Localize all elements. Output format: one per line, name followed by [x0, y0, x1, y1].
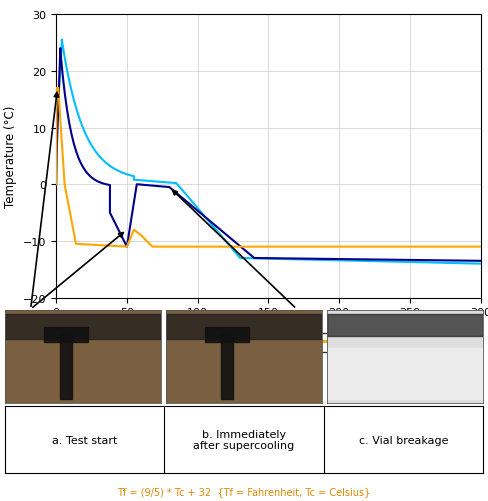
Bar: [60, 335, 72, 399]
X-axis label: Time (min): Time (min): [236, 323, 301, 336]
Text: Tf = (9/5) * Tc + 32  {Tf = Fahrenheit, Tc = Celsius}: Tf = (9/5) * Tc + 32 {Tf = Fahrenheit, T…: [117, 486, 371, 496]
Bar: [5, 315, 161, 340]
Text: c. Vial breakage: c. Vial breakage: [359, 435, 448, 444]
Legend: Top, Bottom, Air: Top, Bottom, Air: [209, 333, 356, 352]
Text: b. Immediately
after supercooling: b. Immediately after supercooling: [193, 429, 295, 450]
Bar: [221, 335, 233, 399]
Bar: [327, 349, 483, 399]
Text: a. Test start: a. Test start: [52, 435, 117, 444]
Bar: [166, 315, 322, 340]
Bar: [327, 315, 483, 336]
Bar: [205, 328, 249, 343]
Bar: [44, 328, 88, 343]
Y-axis label: Temperature (°C): Temperature (°C): [4, 106, 18, 207]
